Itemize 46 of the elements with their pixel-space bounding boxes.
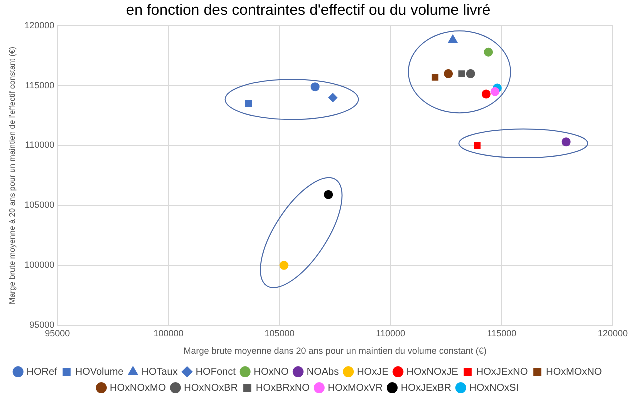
point <box>474 142 481 150</box>
point <box>245 100 252 108</box>
x-tick-label: 120000 <box>598 328 628 338</box>
x-tick-label: 95000 <box>45 328 70 338</box>
point <box>562 138 571 147</box>
point <box>432 74 439 81</box>
legend-label: HOFonct <box>196 366 236 378</box>
point <box>458 70 466 78</box>
point <box>328 93 338 102</box>
legend-label: HORef <box>26 366 58 378</box>
y-tick-label: 95000 <box>30 320 55 330</box>
legend-label: HOxJE <box>357 366 390 378</box>
point <box>324 190 334 200</box>
point <box>444 69 454 78</box>
x-tick-label: 105000 <box>264 328 295 338</box>
y-axis-title: Marge brute moyenne à 20 ans pour un maintien de l'effectif constant (€) <box>8 46 18 304</box>
chart-title: en fonction des contraintes d'effectif ou du volume livré <box>126 2 491 20</box>
legend-label: HOxNO <box>254 366 290 378</box>
legend-label: HOxJExNO <box>476 366 528 378</box>
point <box>448 34 458 44</box>
legend-label: NOAbs <box>306 366 340 378</box>
x-tick-label: 110000 <box>376 328 406 338</box>
x-tick-label: 100000 <box>154 328 184 338</box>
y-tick-label: 120000 <box>24 20 55 30</box>
legend-label: HOxNOxSI <box>470 382 519 394</box>
legend-label: HOxBRxNO <box>256 382 310 394</box>
point <box>490 87 500 96</box>
point <box>482 90 491 99</box>
point <box>280 261 289 270</box>
point <box>484 48 494 57</box>
legend-label: HOxNOxJE <box>406 366 459 378</box>
legend-label: HOxMOxNO <box>546 366 602 378</box>
legend-label: HOTaux <box>142 366 178 378</box>
y-tick-label: 105000 <box>24 200 55 210</box>
legend-label: HOVolume <box>75 366 124 378</box>
legend-label: HOxNOxMO <box>110 382 166 394</box>
legend-label: HOxNOxBR <box>184 382 238 394</box>
y-tick-label: 110000 <box>25 140 55 150</box>
legend-label: HOxMOxVR <box>328 382 383 394</box>
point <box>466 69 476 78</box>
legend-label: HOxJExBR <box>400 382 452 394</box>
y-tick-label: 100000 <box>24 260 55 270</box>
x-axis-title: Marge brute moyenne dans 20 ans pour un maintien du volume constant (€) <box>184 346 487 356</box>
point <box>310 82 320 92</box>
x-tick-label: 115000 <box>487 328 517 338</box>
y-tick-label: 115000 <box>25 80 55 90</box>
